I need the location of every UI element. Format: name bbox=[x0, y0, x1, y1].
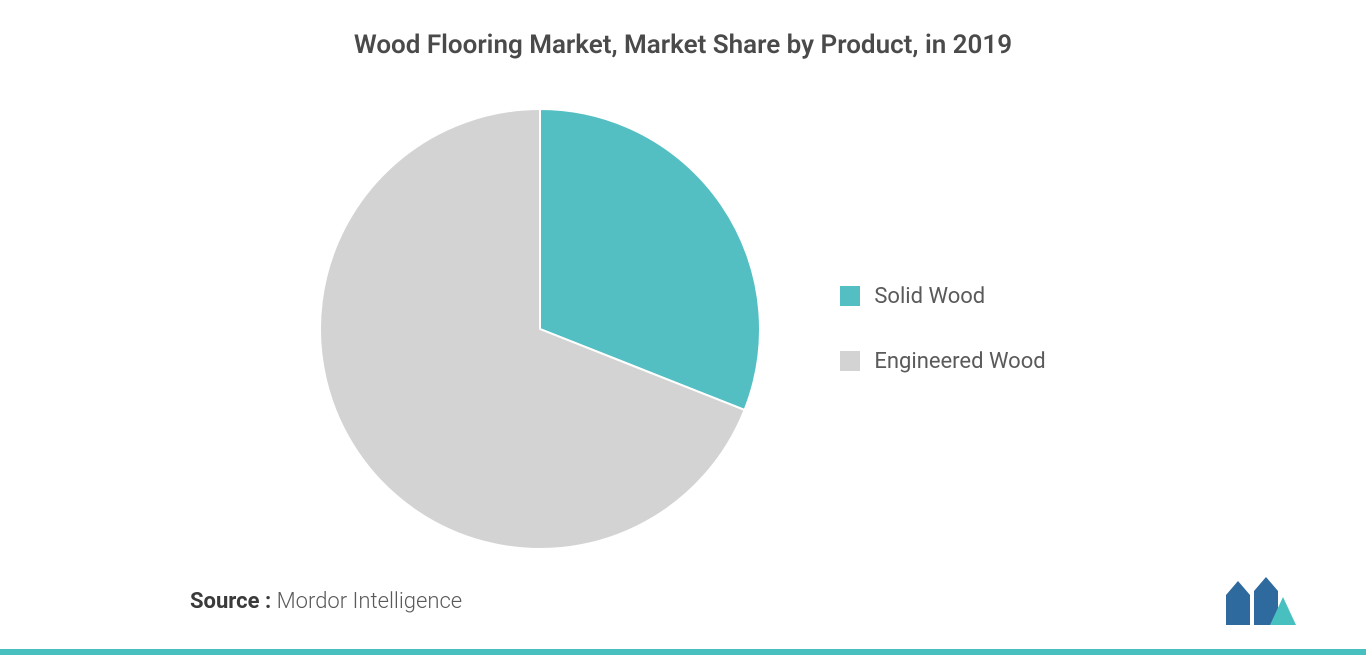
chart-body: Solid Wood Engineered Wood bbox=[0, 80, 1366, 577]
legend-item-solid-wood: Solid Wood bbox=[840, 284, 1045, 309]
legend-label: Solid Wood bbox=[874, 284, 985, 309]
mordor-logo-icon bbox=[1226, 577, 1296, 625]
legend-label: Engineered Wood bbox=[874, 349, 1045, 374]
pie-svg bbox=[320, 109, 760, 549]
legend: Solid Wood Engineered Wood bbox=[840, 284, 1045, 374]
source-name: Mordor Intelligence bbox=[277, 589, 463, 614]
legend-swatch bbox=[840, 286, 860, 306]
accent-border bbox=[0, 649, 1366, 655]
legend-item-engineered-wood: Engineered Wood bbox=[840, 349, 1045, 374]
footer: Source : Mordor Intelligence bbox=[0, 577, 1366, 635]
legend-swatch bbox=[840, 351, 860, 371]
chart-title: Wood Flooring Market, Market Share by Pr… bbox=[0, 30, 1366, 60]
source-label: Source : bbox=[190, 589, 271, 614]
source-line: Source : Mordor Intelligence bbox=[190, 589, 462, 614]
logo-svg bbox=[1226, 577, 1296, 625]
pie-chart bbox=[320, 109, 760, 549]
logo-bar-1 bbox=[1226, 581, 1250, 625]
chart-container: Wood Flooring Market, Market Share by Pr… bbox=[0, 0, 1366, 655]
